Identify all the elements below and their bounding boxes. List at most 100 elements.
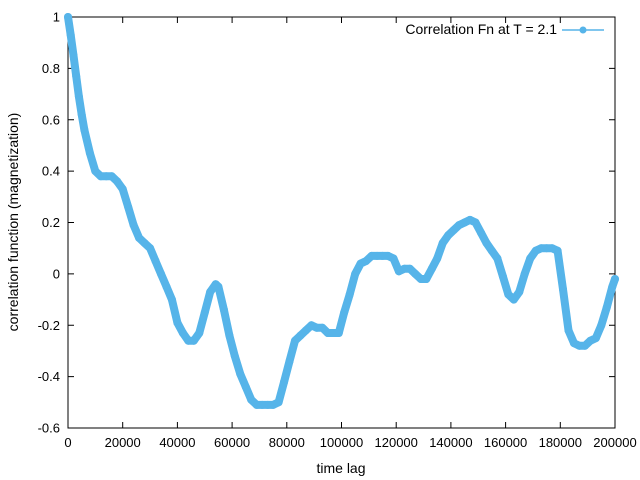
data-point [151,257,160,265]
data-point [340,308,349,317]
data-point [72,72,81,81]
y-tick-label: -0.4 [38,369,60,384]
x-tick-label: 0 [64,435,71,450]
data-point [438,239,447,248]
data-point [400,264,409,273]
data-point [493,254,502,263]
data-point [580,341,589,350]
data-point [96,172,105,181]
x-tick-label: 20000 [105,435,141,450]
data-point [241,382,250,391]
data-point [66,31,75,39]
legend-label: Correlation Fn at T = 2.1 [405,21,557,37]
data-point [509,295,518,304]
data-point [301,326,310,335]
data-point [252,400,261,409]
y-tick-label: 0.6 [42,112,60,127]
y-tick-label: 0.8 [42,61,60,76]
data-point [69,51,78,60]
data-point [274,398,283,407]
data-point [602,303,611,312]
data-point [178,329,187,337]
data-point [77,110,86,119]
data-point [504,290,513,299]
data-point [345,290,354,299]
data-point [280,377,289,386]
data-point [107,172,116,181]
x-axis-label: time lag [316,460,365,476]
data-point [184,336,193,345]
data-point [91,167,100,176]
data-point [520,269,529,278]
x-tick-label: 100000 [320,435,363,450]
data-point [129,221,138,230]
x-tick-label: 200000 [593,435,636,450]
data-point [542,244,551,253]
data-point [351,269,360,278]
data-point [102,172,111,181]
data-point [378,251,387,260]
data-point [611,275,619,283]
y-tick-label: -0.6 [38,421,60,436]
series-layer [64,13,619,409]
data-point [124,203,133,212]
data-point [206,287,215,296]
data-point [597,321,606,330]
data-point [526,254,535,263]
data-point [367,251,376,260]
y-axis-ticks: -0.6 -0.4 -0.2 0 0.2 0.4 0.6 0.8 1 [38,10,615,436]
data-point [225,331,234,340]
data-point [416,275,425,283]
data-point [422,275,431,283]
data-point [487,246,496,255]
data-point [167,295,176,304]
data-point [362,257,371,265]
data-point [515,287,524,296]
data-point [118,185,127,194]
data-point [157,269,165,278]
data-point [575,341,584,350]
x-tick-label: 60000 [214,435,250,450]
y-axis-label: correlation function (magnetization) [5,113,21,332]
data-point [285,357,294,366]
data-point [146,244,155,253]
legend-marker-sample [579,26,587,34]
data-point [200,308,209,317]
data-point [74,92,83,101]
data-point [553,246,562,255]
x-axis-ticks: 0 20000 40000 60000 80000 100000 120000 140000 1… [64,17,637,450]
data-point [591,334,600,343]
data-point [189,336,198,345]
y-tick-label: -0.2 [38,318,60,333]
data-point [85,149,94,158]
data-point [247,395,256,404]
y-tick-label: 1 [53,10,60,25]
data-point [214,282,223,291]
data-point [80,126,89,134]
y-tick-label: 0.4 [42,164,60,179]
series-line [64,13,619,409]
data-point [195,329,204,337]
x-tick-label: 120000 [375,435,418,450]
x-tick-label: 160000 [484,435,527,450]
data-point [219,305,228,314]
data-point [312,323,321,332]
data-point [135,233,144,242]
data-point [498,272,507,281]
x-tick-label: 80000 [269,435,305,450]
data-point [405,264,414,273]
x-tick-label: 140000 [429,435,472,450]
plot-frame [67,16,616,429]
data-point [389,254,398,263]
data-point [318,323,327,332]
x-tick-label: 180000 [539,435,582,450]
data-point [329,329,338,337]
data-point [291,336,299,345]
data-point [162,282,171,291]
data-point [427,264,436,273]
data-point [411,269,420,278]
data-point [258,400,267,409]
data-point [173,318,182,327]
y-tick-label: 0.2 [42,215,60,230]
